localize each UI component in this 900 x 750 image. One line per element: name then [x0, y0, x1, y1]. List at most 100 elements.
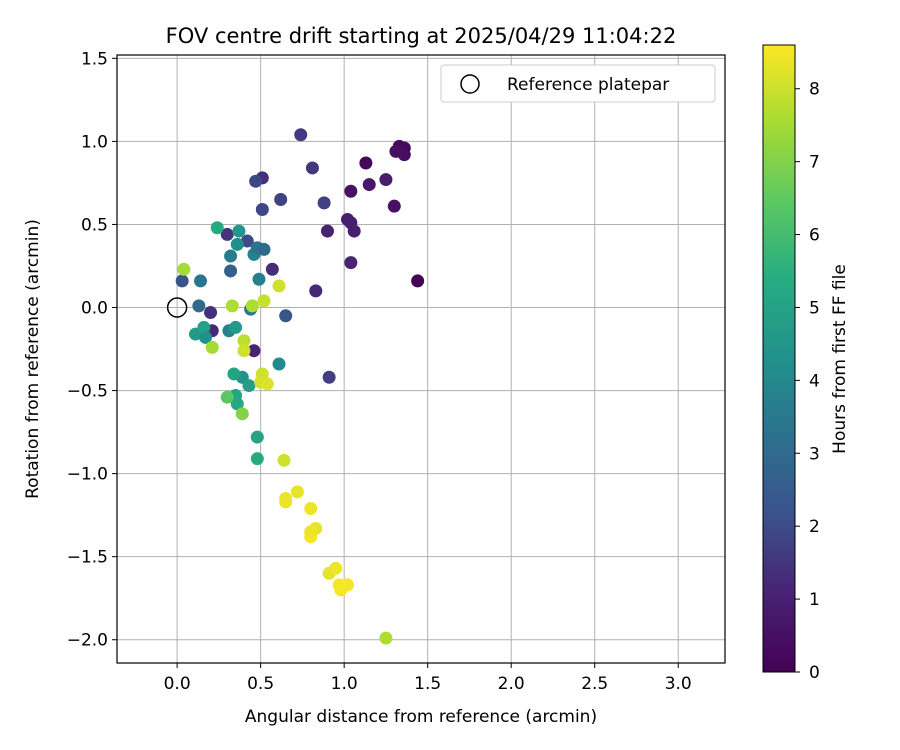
chart-title: FOV centre drift starting at 2025/04/29 … — [166, 24, 677, 48]
colorbar-gradient — [762, 44, 796, 673]
data-point — [344, 184, 358, 198]
colorbar-label: Hours from first FF file — [830, 264, 850, 454]
data-point — [224, 249, 238, 263]
data-point — [272, 279, 286, 293]
legend: Reference platepar — [440, 64, 716, 103]
y-tick-label: 1.0 — [81, 132, 108, 152]
data-point — [237, 334, 251, 348]
data-point — [277, 453, 291, 467]
y-tick-label: −1.0 — [67, 465, 108, 485]
x-tick-label: 0.0 — [164, 674, 191, 694]
x-axis-label: Angular distance from reference (arcmin) — [245, 707, 597, 727]
data-point — [279, 495, 293, 509]
y-tick-label: −1.5 — [67, 548, 108, 568]
data-point — [249, 174, 263, 188]
data-point — [225, 299, 239, 313]
colorbar-tick-label: 3 — [809, 444, 820, 464]
x-tick-label: 3.0 — [665, 674, 692, 694]
colorbar-tick-label: 0 — [809, 663, 820, 683]
data-point — [210, 221, 224, 235]
colorbar-tick-label: 2 — [809, 517, 820, 537]
y-tick-label: 0.0 — [81, 299, 108, 319]
data-point — [242, 379, 256, 393]
colorbar-tick-label: 8 — [809, 80, 820, 100]
data-point — [252, 272, 266, 286]
data-point — [227, 367, 241, 381]
legend-reference-marker — [460, 74, 480, 94]
data-point — [322, 370, 336, 384]
data-point — [175, 274, 189, 288]
data-point — [199, 330, 213, 344]
data-point — [389, 144, 403, 158]
legend-box — [440, 64, 716, 103]
x-tick-label: 0.5 — [247, 674, 274, 694]
data-point — [229, 320, 243, 334]
y-tick-label: 0.5 — [81, 215, 108, 235]
data-point — [309, 284, 323, 298]
y-tick-label: −0.5 — [67, 382, 108, 402]
data-point — [245, 299, 259, 313]
y-axis-label: Rotation from reference (arcmin) — [23, 219, 43, 499]
data-point — [305, 161, 319, 175]
data-point — [237, 344, 251, 358]
colorbar-tick-label: 6 — [809, 226, 820, 246]
x-axis-ticks: 0.0 0.5 1.0 1.5 2.0 2.5 3.0 — [164, 663, 692, 694]
data-point — [177, 262, 191, 276]
y-tick-label: 1.5 — [81, 49, 108, 69]
data-point — [304, 502, 318, 516]
data-point — [379, 173, 393, 187]
y-axis-ticks: −2.0 −1.5 −1.0 −0.5 0.0 0.5 1.0 1.5 — [67, 49, 117, 651]
x-tick-label: 2.5 — [581, 674, 608, 694]
data-point — [341, 578, 355, 592]
y-tick-label: −2.0 — [67, 631, 108, 651]
data-point — [257, 294, 271, 308]
reference-platepar-marker — [166, 297, 188, 318]
colorbar-tick-label: 7 — [809, 153, 820, 173]
colorbar-tick-label: 5 — [809, 298, 820, 318]
reference-marker — [166, 297, 188, 318]
data-point — [359, 156, 373, 170]
data-point — [260, 377, 274, 391]
x-tick-label: 1.5 — [414, 674, 441, 694]
data-point — [220, 390, 234, 404]
data-point — [279, 309, 293, 323]
data-point — [379, 631, 393, 645]
data-point — [192, 299, 206, 313]
x-tick-label: 1.0 — [331, 674, 358, 694]
colorbar-tick-label: 1 — [809, 590, 820, 610]
data-point — [304, 525, 318, 539]
data-point — [317, 196, 331, 210]
data-points — [175, 128, 425, 645]
plot-frame — [116, 54, 726, 664]
data-point — [320, 224, 334, 238]
data-point — [224, 264, 238, 278]
data-point — [362, 178, 376, 192]
data-point — [347, 224, 361, 238]
data-point — [255, 202, 269, 216]
grid-lines — [117, 55, 725, 663]
data-point — [257, 242, 271, 256]
data-point — [232, 224, 246, 238]
data-point — [230, 397, 244, 411]
data-point — [230, 237, 244, 251]
data-point — [250, 430, 264, 444]
data-point — [274, 193, 288, 207]
data-point — [329, 561, 343, 575]
data-point — [197, 320, 211, 334]
data-point — [205, 340, 219, 354]
colorbar-ticks: 0 1 2 3 4 5 6 7 8 — [795, 80, 820, 683]
data-point — [240, 234, 254, 248]
colorbar-tick-label: 4 — [809, 371, 820, 391]
x-tick-label: 2.0 — [498, 674, 525, 694]
data-point — [344, 256, 358, 270]
data-point — [265, 262, 279, 276]
data-point — [250, 452, 264, 466]
data-point — [411, 274, 425, 288]
data-point — [272, 357, 286, 371]
data-point — [204, 305, 218, 319]
data-point — [387, 199, 401, 213]
data-point — [194, 274, 208, 288]
data-point — [220, 227, 234, 241]
data-point — [235, 407, 249, 421]
